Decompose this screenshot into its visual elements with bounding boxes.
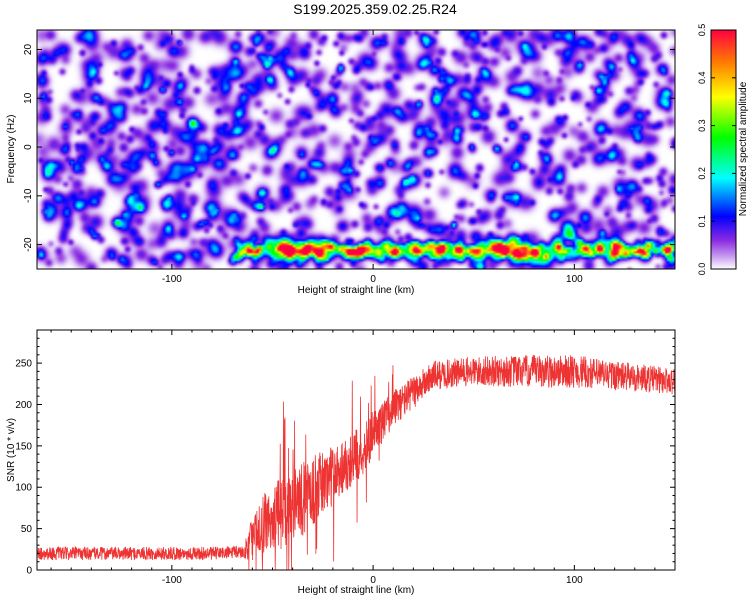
colorbar-gradient — [710, 29, 737, 270]
spectrogram-y-axis-label: Frequency (Hz) — [6, 115, 17, 184]
colorbar-tick-label: 0.4 — [697, 72, 707, 85]
spectrogram-y-tick-label: -10 — [23, 188, 34, 203]
snr-x-axis-label: Height of straight line (km) — [298, 585, 415, 596]
colorbar: 0.0 0.1 0.2 0.3 0.4 0.5 Normalized spectral a… — [697, 24, 749, 276]
snr-x-tick-label: 100 — [566, 575, 583, 586]
spectrogram-frame — [36, 29, 676, 270]
snr-x-tick-label: -100 — [162, 575, 182, 586]
spectrogram-x-tick-label: 100 — [566, 274, 583, 285]
colorbar-tick-label: 0.2 — [697, 167, 707, 180]
spectrogram-image — [37, 30, 675, 269]
snr-y-tick-label: 250 — [15, 359, 32, 370]
spectrogram-x-axis-label: Height of straight line (km) — [298, 285, 415, 296]
spectrogram-y-tick-label: 20 — [23, 44, 34, 56]
spectrogram-x-tick-label: -100 — [162, 274, 182, 285]
snr-panel: -100 0 100 0 50 100 150 200 250 Height of straig… — [6, 329, 676, 596]
colorbar-tick-label: 0.1 — [697, 215, 707, 228]
colorbar-tick-label: 0.0 — [697, 263, 707, 276]
colorbar-tick-label: 0.3 — [697, 119, 707, 132]
spectrogram-y-tick-label: 0 — [23, 144, 34, 150]
snr-y-axis-label: SNR (10 * v/v) — [6, 418, 17, 482]
snr-y-tick-label: 0 — [26, 566, 32, 577]
spectrogram-x-tick-label: 0 — [370, 274, 376, 285]
snr-y-tick-label: 50 — [21, 524, 33, 535]
snr-y-tick-label: 100 — [15, 483, 32, 494]
colorbar-label: Normalized spectral amplitude — [738, 81, 749, 216]
colorbar-tick-label: 0.5 — [697, 24, 707, 37]
snr-y-tick-label: 150 — [15, 441, 32, 452]
snr-x-tick-label: 0 — [370, 575, 376, 586]
spectrogram-y-tick-label: 10 — [23, 92, 34, 104]
chart-title: S199.2025.359.02.25.R24 — [293, 1, 457, 17]
snr-y-tick-label: 200 — [15, 400, 32, 411]
snr-series-line — [37, 354, 675, 570]
snr-frame — [36, 329, 676, 571]
spectrogram-y-tick-label: -20 — [23, 237, 34, 252]
